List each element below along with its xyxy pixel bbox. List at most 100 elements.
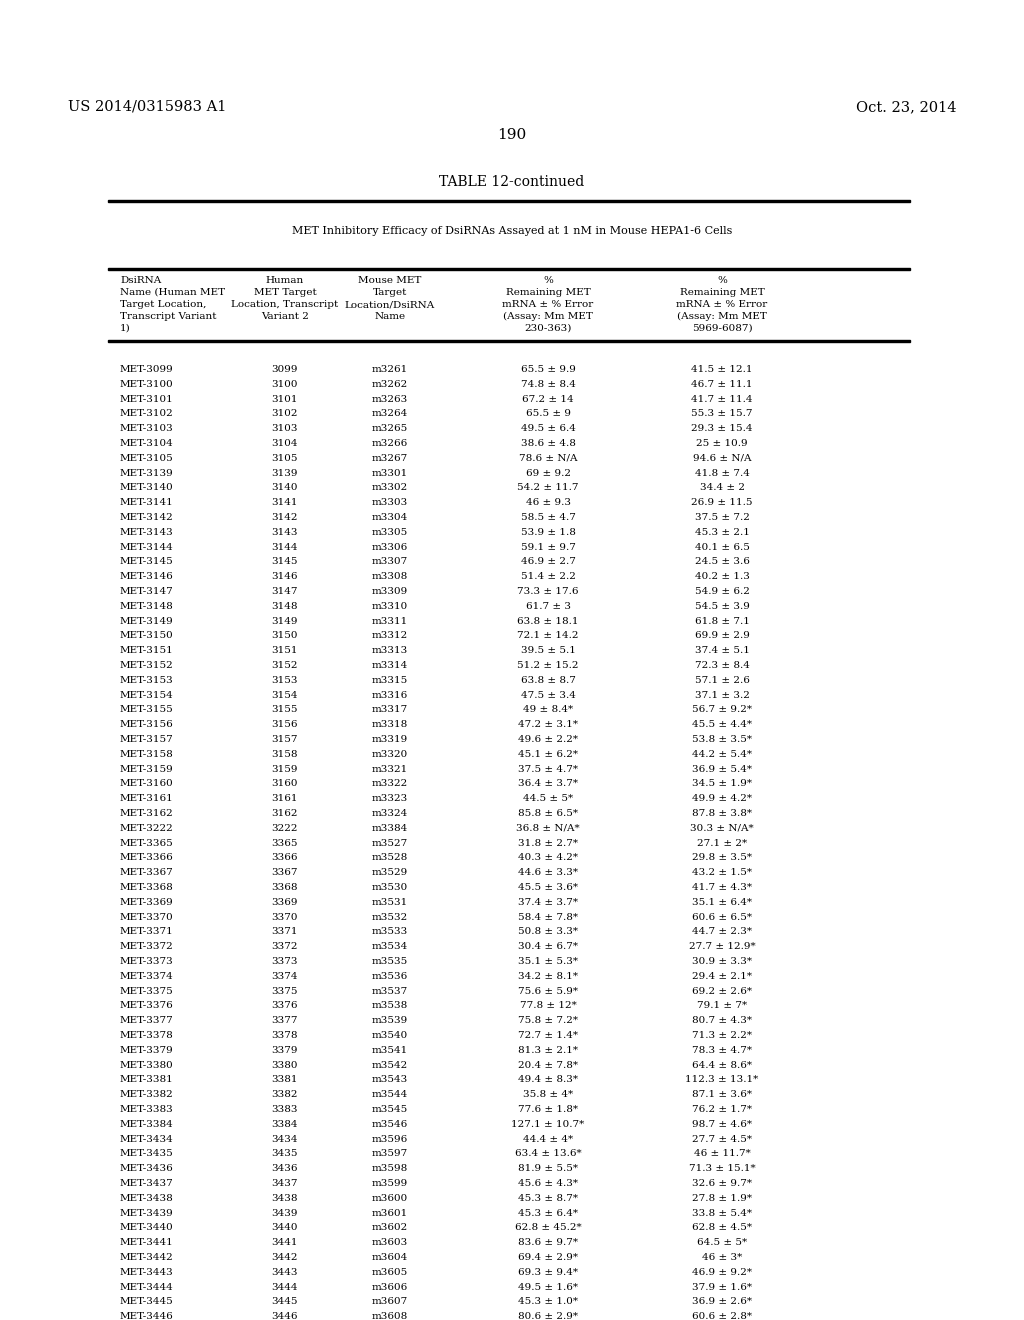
Text: MET-3370: MET-3370	[120, 912, 174, 921]
Text: m3605: m3605	[372, 1267, 409, 1276]
Text: 41.5 ± 12.1: 41.5 ± 12.1	[691, 366, 753, 374]
Text: MET-3369: MET-3369	[120, 898, 174, 907]
Text: 3376: 3376	[271, 1002, 298, 1010]
Text: 45.3 ± 8.7*: 45.3 ± 8.7*	[518, 1193, 578, 1203]
Text: 62.8 ± 4.5*: 62.8 ± 4.5*	[692, 1224, 752, 1233]
Text: 58.5 ± 4.7: 58.5 ± 4.7	[520, 513, 575, 521]
Text: m3606: m3606	[372, 1283, 409, 1291]
Text: 3377: 3377	[271, 1016, 298, 1026]
Text: 3154: 3154	[271, 690, 298, 700]
Text: 230-363): 230-363)	[524, 323, 571, 333]
Text: m3261: m3261	[372, 366, 409, 374]
Text: 3436: 3436	[271, 1164, 298, 1173]
Text: 69 ± 9.2: 69 ± 9.2	[525, 469, 570, 478]
Text: MET-3443: MET-3443	[120, 1267, 174, 1276]
Text: 34.5 ± 1.9*: 34.5 ± 1.9*	[692, 779, 752, 788]
Text: m3314: m3314	[372, 661, 409, 671]
Text: 49 ± 8.4*: 49 ± 8.4*	[523, 705, 573, 714]
Text: m3267: m3267	[372, 454, 409, 463]
Text: 75.8 ± 7.2*: 75.8 ± 7.2*	[518, 1016, 578, 1026]
Text: m3529: m3529	[372, 869, 409, 878]
Text: 58.4 ± 7.8*: 58.4 ± 7.8*	[518, 912, 578, 921]
Text: 3099: 3099	[271, 366, 298, 374]
Text: 35.1 ± 5.3*: 35.1 ± 5.3*	[518, 957, 578, 966]
Text: MET-3446: MET-3446	[120, 1312, 174, 1320]
Text: 3437: 3437	[271, 1179, 298, 1188]
Text: Human: Human	[266, 276, 304, 285]
Text: 35.1 ± 6.4*: 35.1 ± 6.4*	[692, 898, 752, 907]
Text: m3316: m3316	[372, 690, 409, 700]
Text: 3443: 3443	[271, 1267, 298, 1276]
Text: m3262: m3262	[372, 380, 409, 389]
Text: MET-3434: MET-3434	[120, 1135, 174, 1143]
Text: MET-3143: MET-3143	[120, 528, 174, 537]
Text: 44.7 ± 2.3*: 44.7 ± 2.3*	[692, 928, 752, 936]
Text: 54.9 ± 6.2: 54.9 ± 6.2	[694, 587, 750, 597]
Text: 47.5 ± 3.4: 47.5 ± 3.4	[520, 690, 575, 700]
Text: 72.7 ± 1.4*: 72.7 ± 1.4*	[518, 1031, 578, 1040]
Text: m3598: m3598	[372, 1164, 409, 1173]
Text: 3441: 3441	[271, 1238, 298, 1247]
Text: MET-3151: MET-3151	[120, 647, 174, 655]
Text: 64.4 ± 8.6*: 64.4 ± 8.6*	[692, 1060, 752, 1069]
Text: 85.8 ± 6.5*: 85.8 ± 6.5*	[518, 809, 578, 818]
Text: 50.8 ± 3.3*: 50.8 ± 3.3*	[518, 928, 578, 936]
Text: 27.1 ± 2*: 27.1 ± 2*	[697, 838, 748, 847]
Text: 3151: 3151	[271, 647, 298, 655]
Text: 3370: 3370	[271, 912, 298, 921]
Text: 59.1 ± 9.7: 59.1 ± 9.7	[520, 543, 575, 552]
Text: 61.7 ± 3: 61.7 ± 3	[525, 602, 570, 611]
Text: 51.2 ± 15.2: 51.2 ± 15.2	[517, 661, 579, 671]
Text: m3541: m3541	[372, 1045, 409, 1055]
Text: MET-3103: MET-3103	[120, 424, 174, 433]
Text: 30.4 ± 6.7*: 30.4 ± 6.7*	[518, 942, 578, 952]
Text: 3380: 3380	[271, 1060, 298, 1069]
Text: 54.2 ± 11.7: 54.2 ± 11.7	[517, 483, 579, 492]
Bar	[108, 341, 910, 342]
Text: 69.3 ± 9.4*: 69.3 ± 9.4*	[518, 1267, 578, 1276]
Text: MET-3435: MET-3435	[120, 1150, 174, 1159]
Text: %: %	[717, 276, 727, 285]
Text: m3309: m3309	[372, 587, 409, 597]
Text: 41.7 ± 4.3*: 41.7 ± 4.3*	[692, 883, 752, 892]
Text: MET-3444: MET-3444	[120, 1283, 174, 1291]
Text: Oct. 23, 2014: Oct. 23, 2014	[855, 100, 956, 114]
Text: 3444: 3444	[271, 1283, 298, 1291]
Text: 3146: 3146	[271, 572, 298, 581]
Text: 61.8 ± 7.1: 61.8 ± 7.1	[694, 616, 750, 626]
Text: 3378: 3378	[271, 1031, 298, 1040]
Text: 31.8 ± 2.7*: 31.8 ± 2.7*	[518, 838, 578, 847]
Text: MET-3144: MET-3144	[120, 543, 174, 552]
Text: 34.2 ± 8.1*: 34.2 ± 8.1*	[518, 972, 578, 981]
Text: 3150: 3150	[271, 631, 298, 640]
Text: 43.2 ± 1.5*: 43.2 ± 1.5*	[692, 869, 752, 878]
Text: MET-3368: MET-3368	[120, 883, 174, 892]
Text: MET-3102: MET-3102	[120, 409, 174, 418]
Text: 3143: 3143	[271, 528, 298, 537]
Text: m3537: m3537	[372, 986, 409, 995]
Text: 73.3 ± 17.6: 73.3 ± 17.6	[517, 587, 579, 597]
Text: %: %	[543, 276, 553, 285]
Text: 64.5 ± 5*: 64.5 ± 5*	[697, 1238, 748, 1247]
Text: 56.7 ± 9.2*: 56.7 ± 9.2*	[692, 705, 752, 714]
Text: Target Location,: Target Location,	[120, 300, 207, 309]
Text: MET-3158: MET-3158	[120, 750, 174, 759]
Text: m3603: m3603	[372, 1238, 409, 1247]
Text: MET-3376: MET-3376	[120, 1002, 174, 1010]
Text: 94.6 ± N/A: 94.6 ± N/A	[693, 454, 752, 463]
Text: 36.8 ± N/A*: 36.8 ± N/A*	[516, 824, 580, 833]
Text: 60.6 ± 2.8*: 60.6 ± 2.8*	[692, 1312, 752, 1320]
Text: 46 ± 11.7*: 46 ± 11.7*	[693, 1150, 751, 1159]
Text: 27.8 ± 1.9*: 27.8 ± 1.9*	[692, 1193, 752, 1203]
Text: 3367: 3367	[271, 869, 298, 878]
Text: m3301: m3301	[372, 469, 409, 478]
Text: m3324: m3324	[372, 809, 409, 818]
Text: m3600: m3600	[372, 1193, 409, 1203]
Text: MET-3367: MET-3367	[120, 869, 174, 878]
Text: 44.6 ± 3.3*: 44.6 ± 3.3*	[518, 869, 578, 878]
Text: 81.9 ± 5.5*: 81.9 ± 5.5*	[518, 1164, 578, 1173]
Text: m3263: m3263	[372, 395, 409, 404]
Text: m3384: m3384	[372, 824, 409, 833]
Text: MET-3436: MET-3436	[120, 1164, 174, 1173]
Text: 3384: 3384	[271, 1119, 298, 1129]
